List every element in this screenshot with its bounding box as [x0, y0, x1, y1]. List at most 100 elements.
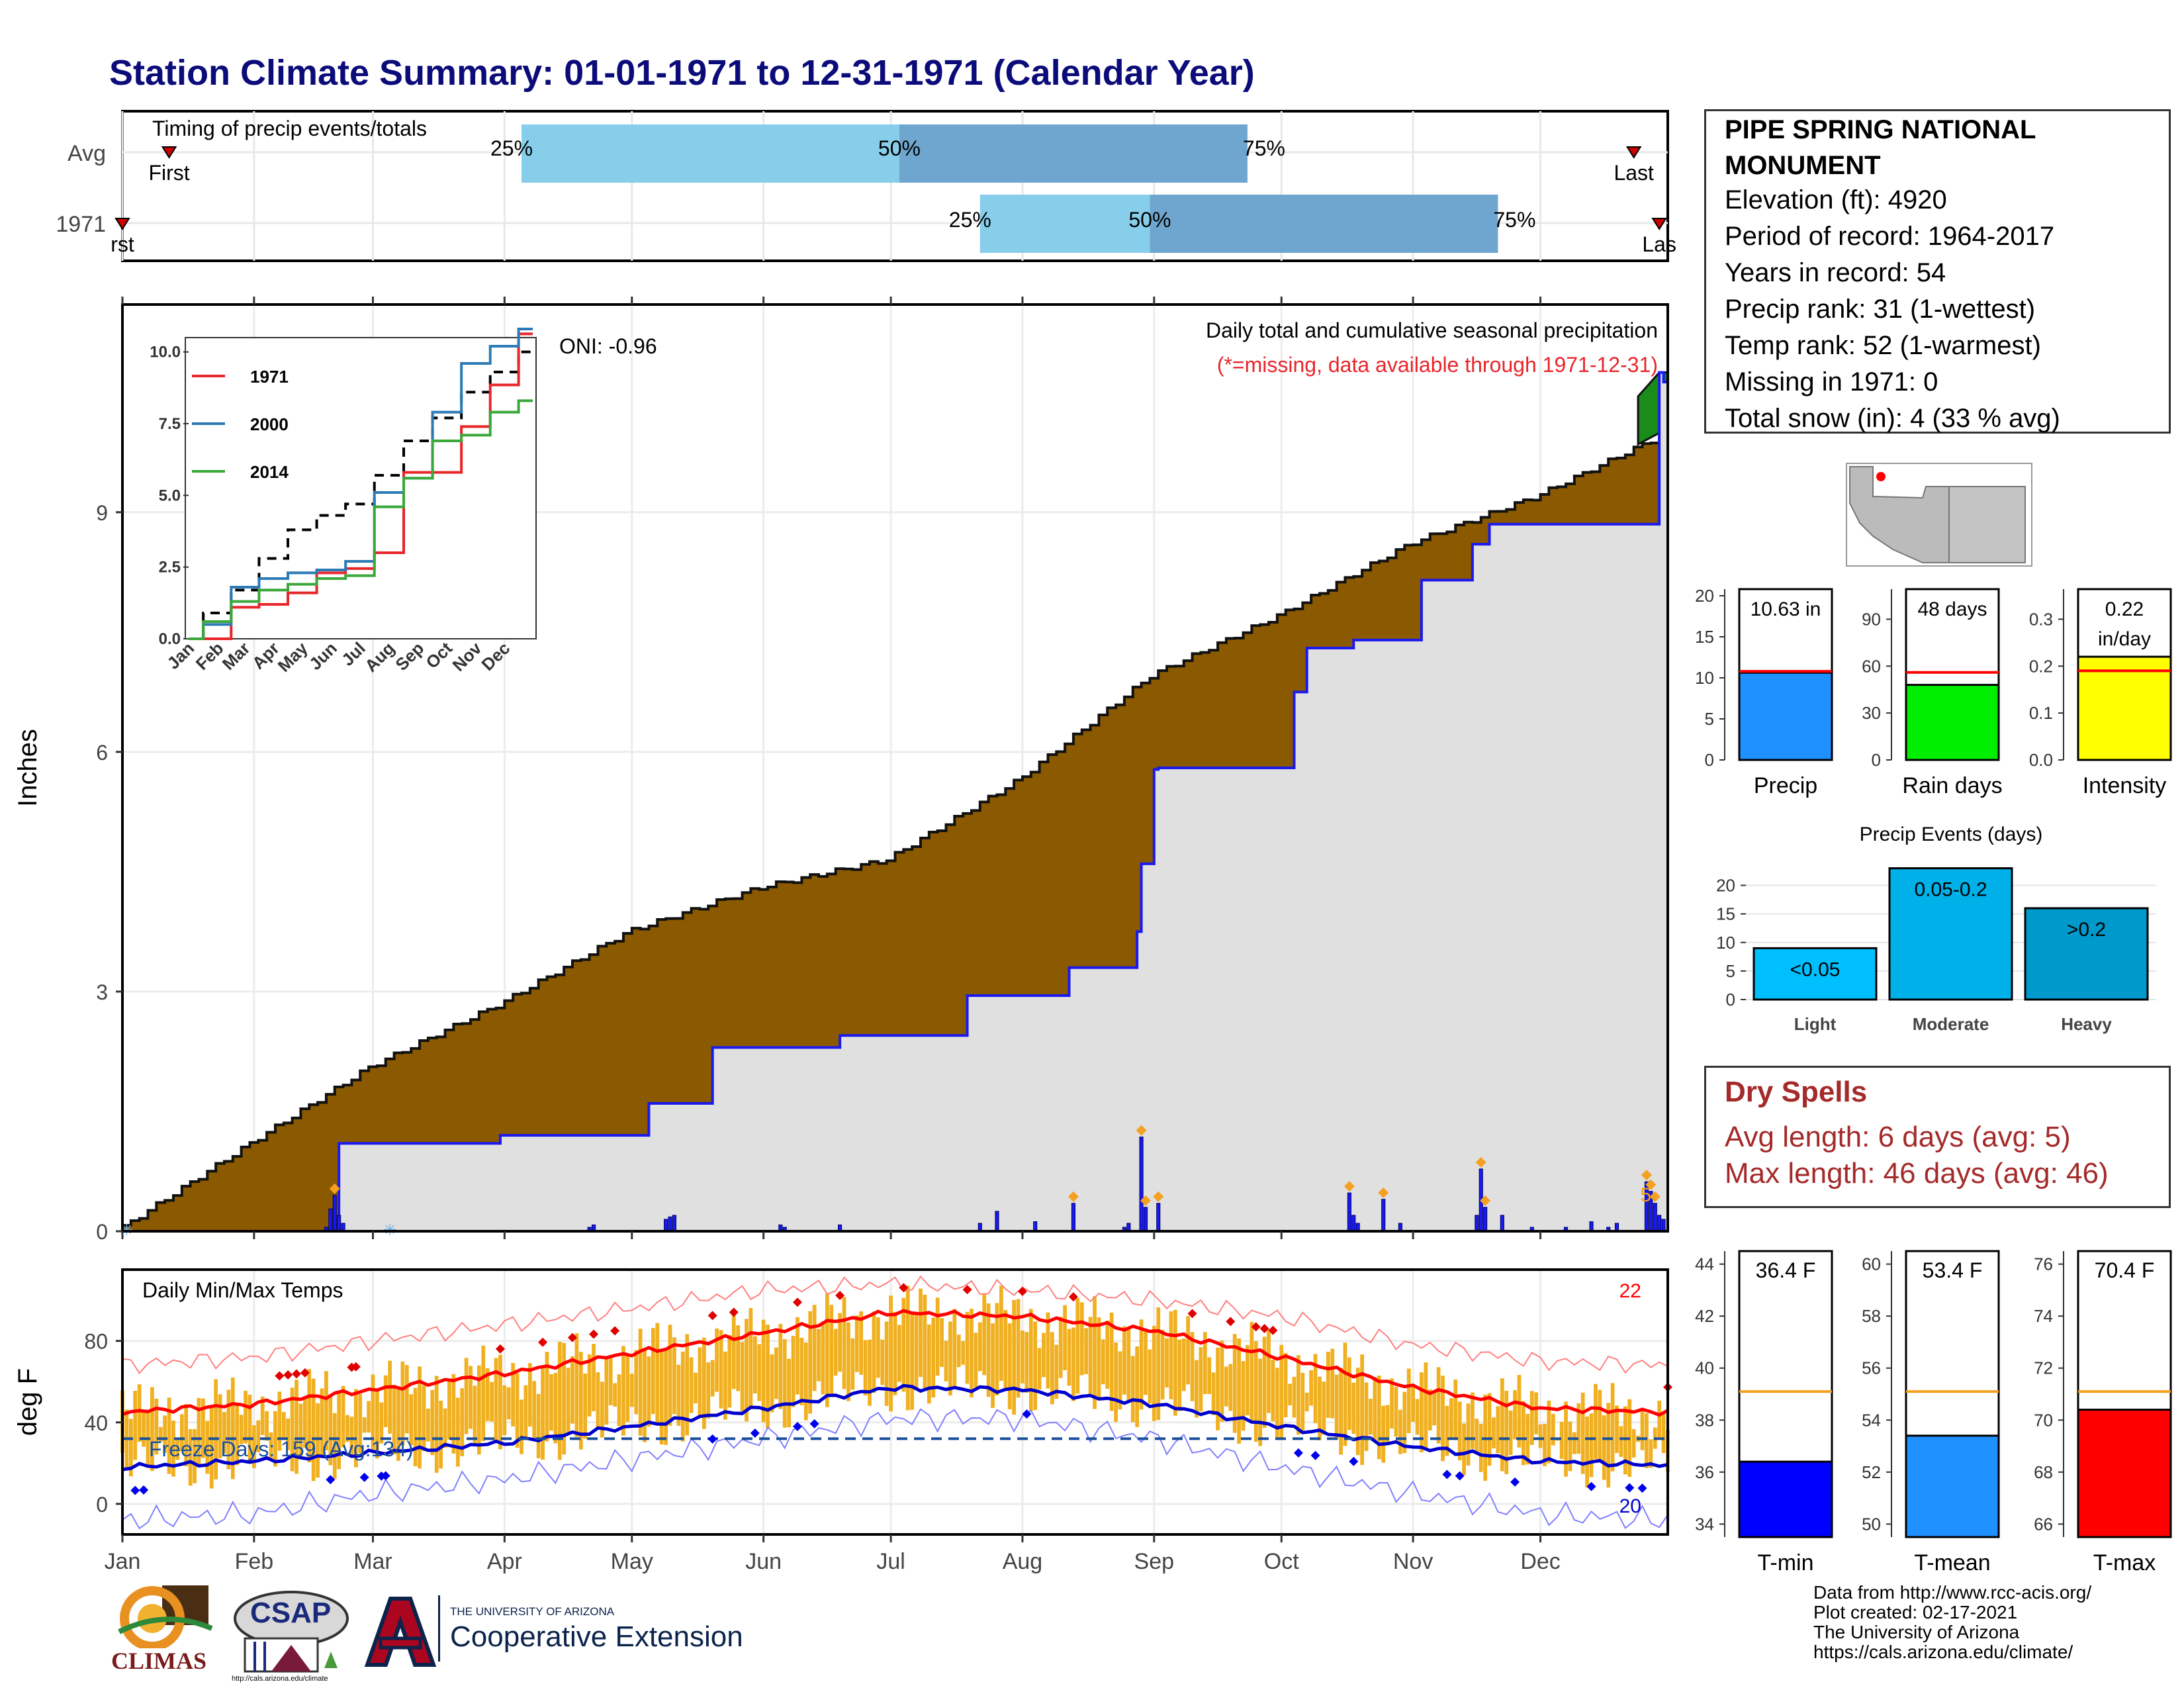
daily-temp-bar [1007, 1323, 1012, 1409]
missing-data-note: (*=missing, data available through 1971-… [1217, 353, 1658, 377]
daily-temp-bar [1058, 1317, 1063, 1378]
daily-temp-bar [464, 1358, 469, 1434]
daily-temp-bar [430, 1389, 435, 1456]
daily-temp-bar [672, 1337, 676, 1415]
daily-temp-bar [821, 1321, 825, 1395]
temp-summary-y-tick-label: 58 [1862, 1306, 1881, 1326]
precip-caption: Daily total and cumulative seasonal prec… [1206, 318, 1658, 342]
precip-frame [121, 303, 1669, 1233]
precip-y-tick-label: 0 [96, 1220, 108, 1244]
daily-temp-bar [914, 1315, 919, 1389]
daily-temp-bar [803, 1342, 808, 1421]
daily-temp-bar [629, 1374, 634, 1407]
daily-temp-bar [634, 1350, 639, 1415]
record-high-marker-icon [729, 1307, 739, 1317]
month-label: Aug [1003, 1549, 1043, 1574]
daily-temp-bar [655, 1323, 660, 1425]
daily-temp-bar [388, 1360, 392, 1434]
daily-temp-bar [557, 1341, 562, 1460]
daily-temp-bar [337, 1391, 341, 1470]
daily-temp-bar [889, 1295, 893, 1412]
dry-spells-title: Dry Spells [1725, 1076, 1868, 1108]
daily-temp-bar [1114, 1342, 1118, 1423]
daily-temp-bar [884, 1321, 889, 1406]
timing-p25-label: 25% [949, 208, 991, 232]
daily-temp-bar [1297, 1355, 1300, 1435]
daily-temp-bar [1606, 1403, 1611, 1488]
events-bar-value-label: >0.2 [2067, 919, 2106, 941]
daily-temp-bar [1309, 1370, 1314, 1406]
daily-temp-bar [863, 1340, 868, 1396]
daily-temp-bar [991, 1323, 995, 1408]
daily-temp-bar [1580, 1392, 1585, 1474]
daily-temp-bar [469, 1366, 473, 1429]
daily-temp-bar [1411, 1386, 1415, 1422]
timing-bar-upper [899, 124, 1248, 183]
daily-temp-bar [188, 1429, 193, 1486]
station-name-line2: MONUMENT [1725, 151, 1881, 180]
daily-temp-bar [1046, 1312, 1050, 1389]
events-y-tick-label: 20 [1716, 876, 1735, 896]
summary-y-tick-label: 0.3 [2029, 609, 2053, 629]
timing-row-label-avg: Avg [68, 141, 106, 166]
daily-temp-bar [1436, 1367, 1441, 1444]
temp-summary-y-tick-label: 54 [1862, 1410, 1881, 1430]
daily-temp-bar [1067, 1329, 1071, 1386]
daily-temp-bar [647, 1356, 651, 1427]
daily-temp-bar [506, 1387, 511, 1420]
temp-x-ticks: Jan Feb Mar Apr May Jun Jul Aug Sep Oct Nov Dec [105, 1534, 1561, 1574]
daily-temp-bar [1322, 1382, 1326, 1435]
daily-temp-bar [1420, 1372, 1424, 1452]
daily-temp-bar [1181, 1338, 1186, 1391]
temp-y-tick-label: 40 [84, 1411, 108, 1435]
events-bar-heavy [2024, 907, 2149, 1001]
timing-label: Timing of precip events/totals [152, 117, 427, 140]
daily-temp-bar [1559, 1421, 1564, 1460]
inset-legend-label: 1971 [250, 367, 289, 387]
inset-legend: 1971 2000 2014 [192, 367, 289, 482]
daily-temp-bar [175, 1438, 180, 1460]
daily-temp-bar [812, 1305, 817, 1391]
daily-temp-bar [1075, 1297, 1080, 1394]
record-high-marker-icon [283, 1370, 293, 1380]
summary-y-tick-label: 10 [1695, 668, 1714, 688]
daily-temp-bar [796, 1317, 799, 1395]
daily-temp-bar [163, 1415, 167, 1453]
climas-logo: CLIMAS [106, 1582, 218, 1675]
daily-temp-bar [1084, 1328, 1089, 1374]
daily-temp-range-bars [120, 1286, 1670, 1489]
daily-temp-bar [167, 1397, 171, 1474]
summary-y-tick-label: 0.1 [2029, 703, 2053, 723]
year-cumulative-area [122, 371, 1669, 1233]
record-high-marker-icon [300, 1368, 310, 1378]
summary-y-tick-label: 20 [1695, 586, 1714, 606]
daily-temp-bar [1156, 1307, 1161, 1421]
daily-temp-bar [774, 1347, 778, 1399]
daily-temp-bar [1462, 1423, 1466, 1476]
daily-temp-bar [689, 1357, 694, 1413]
daily-precip-bar [1475, 1215, 1479, 1232]
daily-temp-bar [239, 1415, 244, 1444]
daily-temp-bar [659, 1350, 664, 1445]
daily-temp-bar [782, 1338, 787, 1428]
daily-temp-bar [1024, 1332, 1029, 1393]
precip-events-title: Precip Events (days) [1860, 823, 2043, 845]
daily-temp-bar [608, 1356, 613, 1405]
daily-temp-bar [604, 1356, 609, 1425]
month-label: Jan [105, 1549, 141, 1574]
daily-temp-bar [362, 1417, 367, 1433]
daily-temp-bar [295, 1380, 298, 1474]
daily-temp-bar [1377, 1376, 1381, 1460]
daily-temp-bar [676, 1364, 681, 1426]
daily-temp-bar [193, 1429, 197, 1483]
daily-precip-bar [1589, 1221, 1594, 1232]
daily-temp-bar [570, 1356, 574, 1424]
inset-series-2014 [189, 399, 533, 640]
timing-row-label-year: 1971 [56, 212, 106, 237]
record-low-marker-icon [809, 1419, 819, 1429]
daily-temp-bar [1513, 1390, 1517, 1440]
daily-temp-bar [1525, 1414, 1530, 1465]
temp-summary-label: T-max [2093, 1550, 2156, 1575]
record-high-marker-icon [1251, 1322, 1261, 1332]
